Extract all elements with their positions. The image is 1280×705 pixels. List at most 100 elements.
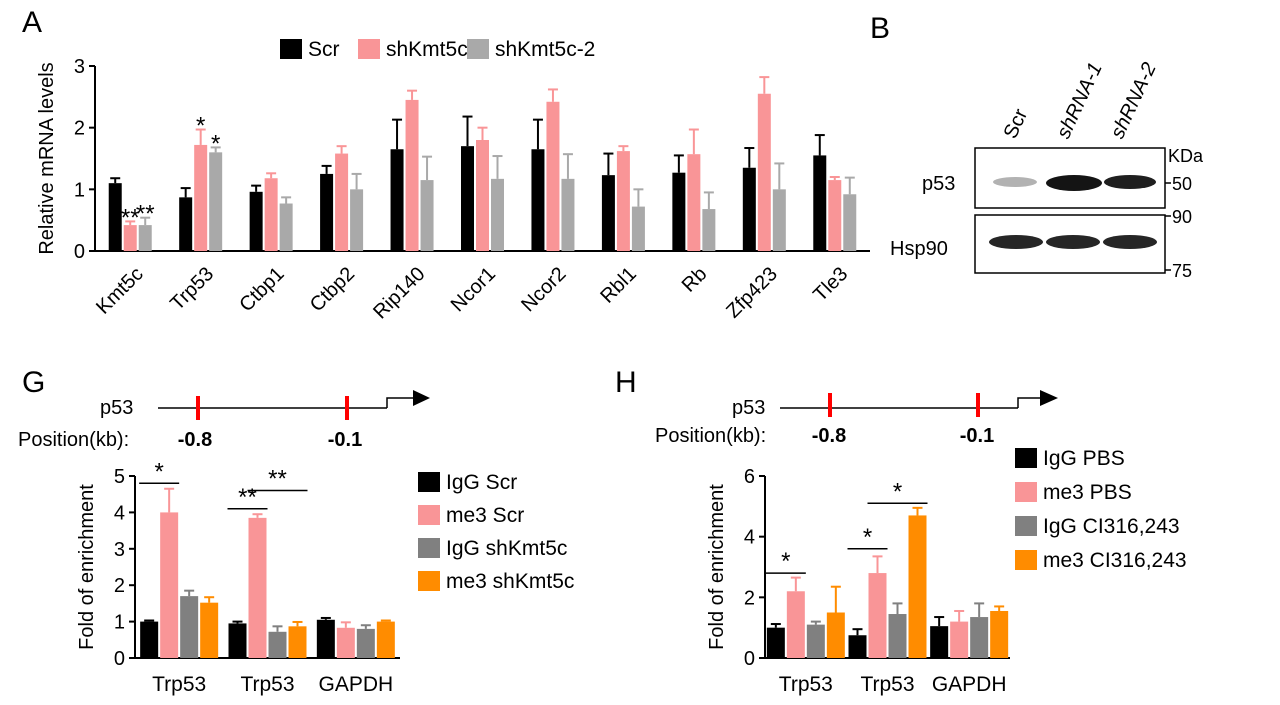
lane-label-scr: Scr — [1000, 105, 1033, 142]
y-tick-label-g: 3 — [114, 539, 125, 561]
band-hsp90-shrna-1 — [1046, 235, 1100, 249]
legend-label-h: me3 PBS — [1043, 481, 1132, 504]
bar — [420, 180, 434, 251]
x-tick-label-g: Trp53 — [152, 673, 206, 696]
marker-50: 50 — [1172, 174, 1192, 194]
band-p53-scr — [993, 177, 1037, 187]
x-tick-label-a: Ncor2 — [517, 263, 570, 316]
gene-label-g: p53 — [100, 397, 133, 419]
position-mark-g-2: -0.1 — [328, 429, 362, 451]
bar — [350, 189, 364, 251]
position-label-g: Position(kb): — [18, 429, 129, 451]
blot-row-label-p53: p53 — [922, 173, 955, 195]
y-tick-label-g: 0 — [114, 648, 125, 670]
legend-swatch-h — [1015, 448, 1037, 468]
x-tick-label-g: GAPDH — [318, 673, 393, 696]
bar — [268, 631, 287, 658]
legend-swatch-h — [1015, 516, 1037, 536]
legend-swatch-g — [418, 505, 440, 525]
bar — [390, 149, 404, 251]
x-tick-label-a: Ctbp1 — [235, 263, 288, 316]
y-tick-label-h: 0 — [744, 648, 755, 670]
y-tick-label-g: 2 — [114, 575, 125, 597]
bar — [826, 612, 845, 658]
bar — [687, 154, 701, 251]
bar — [179, 197, 193, 251]
y-axis-label-a: Relative mRNA levels — [36, 62, 58, 254]
bar — [138, 225, 152, 251]
bar — [702, 209, 716, 251]
position-mark-g-1: -0.8 — [178, 429, 212, 451]
chart-h: 0 2 4 6 Fold of enrichment Trp53 Trp53 GAPDH * * *… — [706, 447, 1187, 696]
bar — [990, 610, 1009, 658]
y-tick-label-a: 0 — [74, 241, 85, 263]
significance-mark: ** — [121, 204, 140, 231]
significance-mark: * — [211, 130, 220, 157]
bar — [531, 149, 545, 251]
chart-a: 0 1 2 3 Relative mRNA levels Kmt5c Trp53 Ctbp1 C… — [36, 38, 870, 323]
bar — [601, 175, 615, 251]
x-tick-label-h: GAPDH — [932, 673, 1007, 696]
legend-label-g: IgG shKmt5c — [446, 537, 567, 560]
panel-label-b: B — [870, 12, 890, 45]
lane-label-shrna-2: shRNA-2 — [1107, 59, 1161, 142]
y-axis-label-h: Fold of enrichment — [706, 484, 728, 650]
band-hsp90-scr — [989, 235, 1043, 249]
bar — [930, 626, 949, 658]
tss-arrowhead-g — [413, 390, 430, 406]
panel-label-a: A — [22, 6, 42, 39]
bar — [209, 152, 223, 251]
bar — [766, 627, 785, 658]
legend-label-h: me3 CI316,243 — [1043, 549, 1187, 572]
tss-arrow-h — [1017, 397, 1042, 408]
gene-label-h: p53 — [732, 397, 765, 419]
bar — [228, 623, 247, 658]
tss-arrowhead-h — [1040, 390, 1058, 406]
bar — [194, 144, 208, 251]
bar — [288, 626, 307, 658]
bar — [786, 591, 805, 658]
site-mark-h-1 — [828, 393, 832, 417]
legend-swatch-a — [280, 39, 302, 59]
site-mark-h-2 — [976, 393, 980, 417]
x-tick-label-h: Trp53 — [779, 673, 833, 696]
bar — [316, 619, 335, 658]
bar — [868, 573, 887, 658]
legend-swatch-g — [418, 538, 440, 558]
bar — [950, 621, 969, 658]
legend-label-a: shKmt5c-1 — [386, 38, 486, 61]
significance-mark: * — [893, 478, 902, 505]
bar — [140, 621, 159, 658]
x-tick-label-a: Ncor1 — [447, 263, 500, 316]
bar — [249, 191, 263, 251]
blot-unit: KDa — [1168, 146, 1204, 166]
y-tick-label-h: 2 — [744, 587, 755, 609]
x-tick-label-a: Rb — [678, 263, 712, 297]
site-mark-g-1 — [196, 396, 200, 420]
significance-mark: * — [863, 524, 872, 551]
bar — [180, 596, 199, 658]
bar — [200, 602, 219, 658]
bar — [160, 512, 179, 658]
chart-g: 0 1 2 3 4 5 Fold of enrichment Trp53 Trp53 GAPDH *… — [76, 458, 574, 696]
legend-label-g: IgG Scr — [446, 471, 517, 494]
x-tick-label-a: Zfp423 — [722, 263, 782, 323]
legend-label-g: me3 Scr — [446, 504, 524, 527]
x-tick-label-a: Ctbp2 — [306, 263, 359, 316]
y-tick-label-h: 4 — [744, 527, 755, 549]
bar — [248, 517, 267, 658]
legend-label-g: me3 shKmt5c — [446, 570, 574, 593]
bar — [561, 178, 575, 251]
bar — [264, 178, 278, 251]
x-tick-label-g: Trp53 — [240, 673, 294, 696]
y-tick-label-g: 5 — [114, 466, 125, 488]
position-mark-h-2: -0.1 — [960, 425, 994, 447]
x-tick-label-a: Trp53 — [166, 263, 218, 315]
marker-75: 75 — [1172, 261, 1192, 281]
bar — [108, 183, 122, 251]
bar — [356, 628, 375, 658]
bar — [843, 194, 857, 251]
bar — [772, 189, 786, 251]
position-label-h: Position(kb): — [655, 425, 766, 447]
panel-label-h: H — [615, 366, 637, 399]
